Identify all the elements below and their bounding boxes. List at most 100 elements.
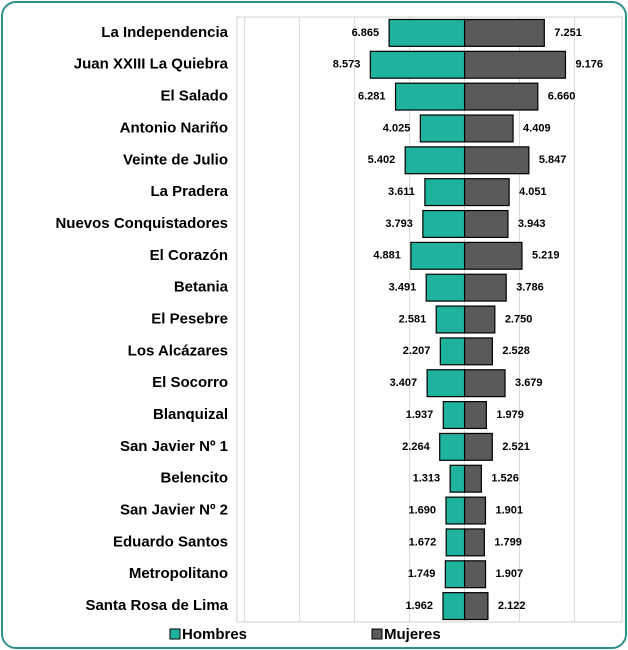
value-label: 1.799 [494,536,522,548]
bar [369,50,466,79]
category-label: Betania [174,279,229,296]
value-label: 4.025 [383,122,411,134]
value-label: 6.660 [548,91,576,103]
bar [439,432,466,461]
category-label: El Socorro [152,374,228,391]
category-label: La Independencia [101,24,228,41]
legend-swatch [169,628,181,640]
legend-swatch [371,628,383,640]
bar [444,560,466,589]
value-label: 2.581 [399,313,427,325]
bar [463,82,539,111]
legend-label: Mujeres [384,626,441,643]
bar [463,592,489,621]
value-label: 6.865 [352,27,380,39]
bar [435,305,466,334]
value-label: 3.786 [516,282,544,294]
bar [463,18,545,47]
bar [463,273,507,302]
category-label: Belencito [160,470,228,487]
category-label: Veinte de Julio [123,151,228,168]
value-label: 1.962 [405,600,433,612]
category-label: El Pesebre [151,310,228,327]
category-label: Metropolitano [129,565,228,582]
value-label: 7.251 [554,27,582,39]
bar [410,241,466,270]
bar [463,114,514,143]
bar [463,50,567,79]
value-label: 2.750 [505,313,533,325]
bar [439,337,466,366]
bar [463,528,485,557]
value-label: 3.407 [390,377,418,389]
category-label: San Javier Nº 1 [120,438,228,455]
value-label: 5.402 [368,154,396,166]
value-label: 1.979 [496,409,524,421]
value-label: 2.122 [498,600,526,612]
value-label: 3.679 [515,377,543,389]
value-label: 2.528 [502,345,530,357]
bar [394,82,466,111]
category-label: Juan XXIII La Quiebra [74,56,229,73]
value-label: 5.219 [532,250,560,262]
value-label: 2.521 [502,441,530,453]
value-label: 3.793 [385,218,413,230]
value-label: 3.491 [389,282,417,294]
bar [463,496,487,525]
value-label: 1.313 [413,473,441,485]
bar [424,178,466,207]
bar [422,209,466,238]
bar [463,146,530,175]
category-label: Antonio Nariño [120,119,228,136]
value-label: 5.847 [539,154,567,166]
value-label: 4.409 [523,122,551,134]
bar [445,528,466,557]
bar [419,114,466,143]
value-label: 1.901 [495,504,523,516]
value-label: 3.943 [518,218,546,230]
value-label: 3.611 [388,186,415,198]
bar [463,464,482,493]
bar [463,401,487,430]
bar [442,592,466,621]
category-label: Los Alcázares [128,342,228,359]
bar [463,337,493,366]
value-label: 1.749 [408,568,436,580]
category-label: El Salado [160,88,228,105]
bar [449,464,466,493]
bar [445,496,466,525]
bar [463,178,510,207]
value-label: 4.051 [519,186,547,198]
value-label: 9.176 [575,59,603,71]
bar [463,369,506,398]
bar [442,401,466,430]
value-label: 1.690 [408,504,436,516]
bar [463,432,493,461]
bar [463,305,496,334]
value-label: 1.937 [406,409,434,421]
value-label: 1.672 [409,536,437,548]
category-label: Santa Rosa de Lima [85,597,228,614]
category-label: Nuevos Conquistadores [55,215,228,232]
bar [463,209,509,238]
bar [463,560,487,589]
value-label: 4.881 [373,250,401,262]
category-label: Blanquizal [153,406,228,423]
category-label: El Corazón [150,247,228,264]
legend-label: Hombres [182,626,247,643]
value-label: 8.573 [333,59,361,71]
category-label: La Pradera [150,183,228,200]
value-label: 1.907 [496,568,524,580]
bar [426,369,466,398]
value-label: 6.281 [358,91,386,103]
value-label: 1.526 [491,473,519,485]
bar [425,273,466,302]
category-label: Eduardo Santos [113,533,228,550]
bar [388,18,466,47]
value-label: 2.207 [403,345,431,357]
category-label: San Javier Nº 2 [120,502,228,519]
bar [404,146,466,175]
bar [463,241,523,270]
